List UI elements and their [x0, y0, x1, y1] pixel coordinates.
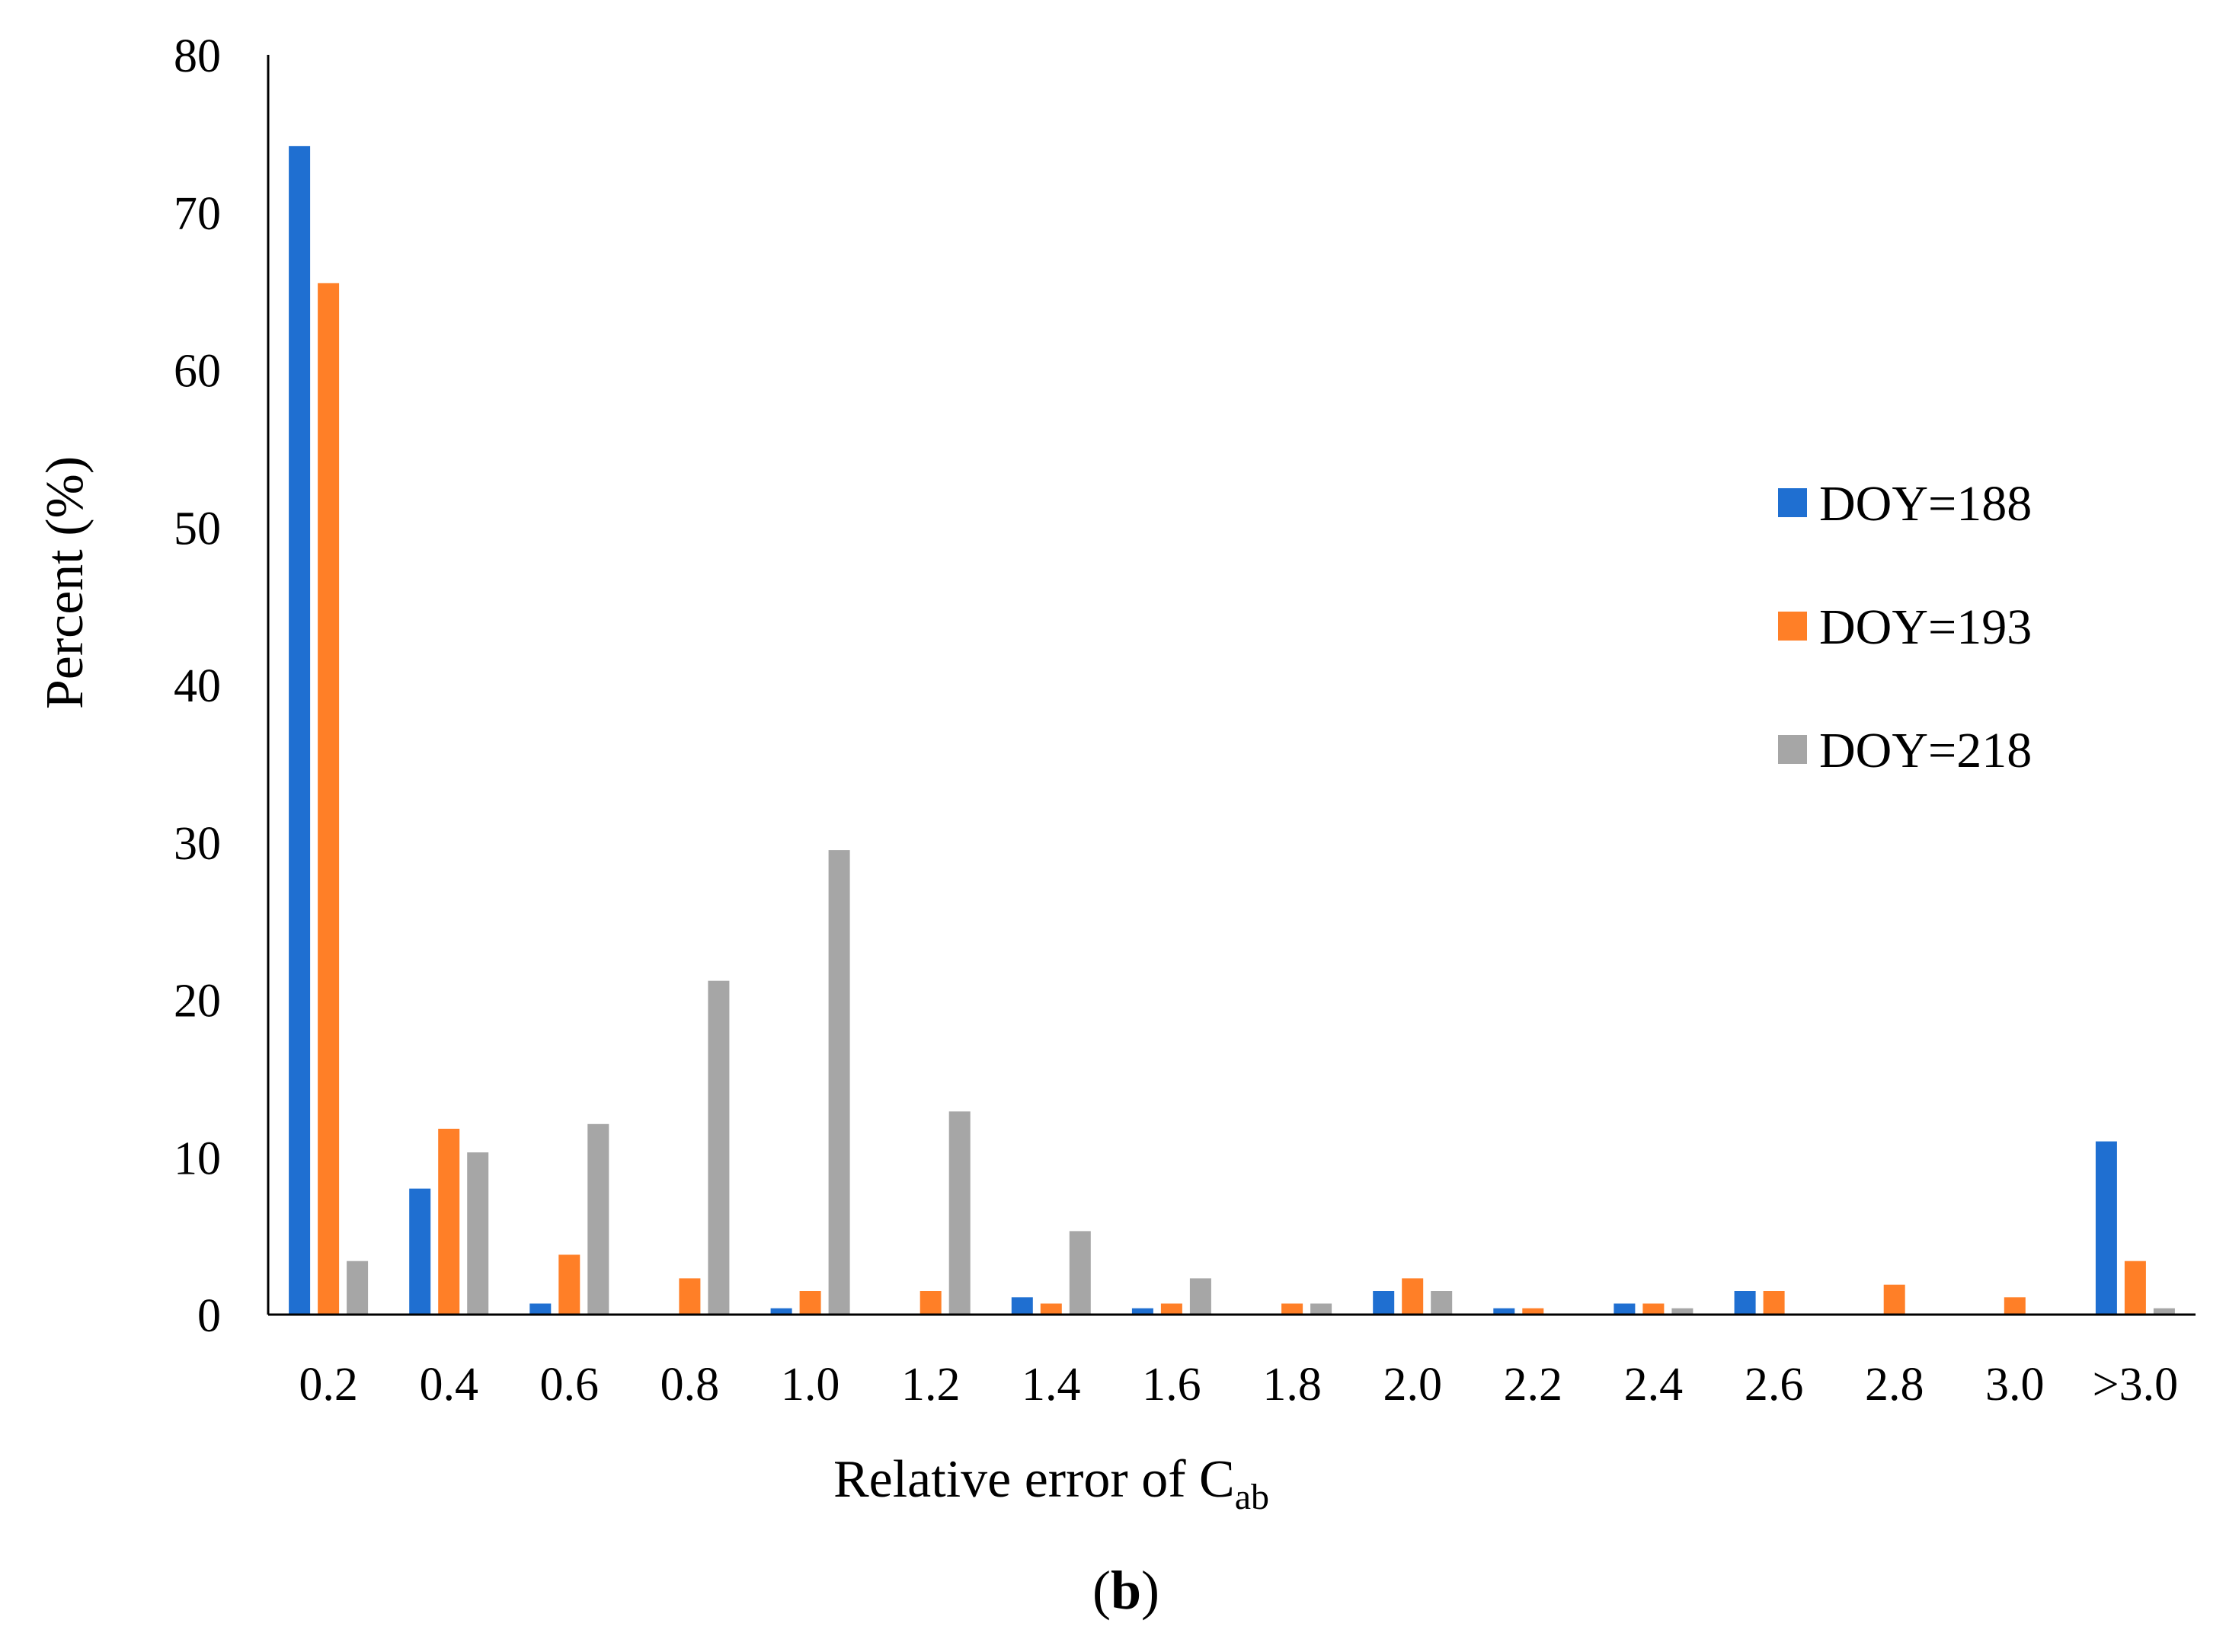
bar-doy188-2 [409, 1188, 431, 1315]
bar-doy193-7 [1040, 1303, 1062, 1315]
bar-doy188-12 [1614, 1303, 1636, 1315]
bar-doy218-10 [1431, 1291, 1453, 1315]
bar-doy193-4 [679, 1278, 701, 1315]
x-tick-label-4: 0.8 [660, 1359, 720, 1411]
bar-doy218-9 [1310, 1303, 1332, 1315]
bar-doy188-5 [770, 1308, 792, 1315]
bar-doy193-3 [558, 1254, 580, 1315]
bar-doy193-6 [920, 1291, 942, 1315]
bar-doy188-13 [1734, 1291, 1756, 1315]
y-tick-label-60: 60 [174, 346, 221, 398]
x-tick-label-8: 1.6 [1142, 1359, 1201, 1411]
bar-doy218-16 [2153, 1308, 2175, 1315]
x-tick-label-16: >3.0 [2093, 1359, 2178, 1411]
bar-doy218-12 [1671, 1308, 1693, 1315]
panel-label-letter: b [1111, 1560, 1141, 1621]
x-tick-label-6: 1.2 [901, 1359, 961, 1411]
bar-doy193-8 [1160, 1303, 1182, 1315]
bar-doy188-11 [1493, 1308, 1515, 1315]
x-tick-label-15: 3.0 [1985, 1359, 2045, 1411]
bar-doy218-6 [948, 1111, 971, 1315]
legend-label-doy193: DOY=193 [1819, 599, 2032, 655]
bar-doy193-14 [1883, 1284, 1905, 1315]
panel-label-close: ) [1141, 1560, 1159, 1621]
x-axis-title-main: Relative error of C [833, 1450, 1235, 1509]
legend: DOY=188 DOY=193 DOY=218 [1778, 476, 2032, 778]
bar-doy218-8 [1189, 1278, 1211, 1315]
y-tick-label-10: 10 [174, 1133, 221, 1184]
bar-doy188-8 [1131, 1308, 1153, 1315]
x-tick-label-2: 0.4 [419, 1359, 478, 1411]
bar-doy188-1 [289, 145, 311, 1315]
bar-doy193-15 [2004, 1297, 2026, 1315]
legend-label-doy218: DOY=218 [1819, 723, 2032, 778]
bar-doy193-9 [1281, 1303, 1303, 1315]
y-tick-label-40: 40 [174, 660, 221, 712]
y-tick-label-50: 50 [174, 503, 221, 554]
panel-label: (b) [1092, 1560, 1159, 1621]
y-tick-label-80: 80 [174, 30, 221, 82]
y-tick-label-0: 0 [197, 1290, 221, 1342]
x-axis-title: Relative error of Cab [833, 1450, 1269, 1517]
bar-doy218-2 [467, 1152, 489, 1315]
x-tick-label-14: 2.8 [1865, 1359, 1924, 1411]
bar-doy193-16 [2124, 1261, 2146, 1315]
bar-doy193-1 [318, 283, 340, 1315]
bar-doy218-1 [347, 1261, 369, 1315]
x-tick-label-1: 0.2 [299, 1359, 358, 1411]
bar-doy188-16 [2095, 1141, 2117, 1315]
bar-doy218-7 [1069, 1231, 1091, 1315]
x-axis-title-subscript: ab [1235, 1477, 1269, 1517]
legend-swatch-doy193 [1778, 612, 1807, 641]
bar-doy193-10 [1402, 1278, 1424, 1315]
x-tick-label-5: 1.0 [781, 1359, 840, 1411]
x-tick-label-9: 1.8 [1262, 1359, 1322, 1411]
y-axis-title: Percent (%) [36, 456, 94, 709]
bar-doy188-3 [529, 1303, 552, 1315]
bar-doy218-4 [708, 980, 730, 1315]
y-tick-label-30: 30 [174, 818, 221, 870]
y-tick-label-70: 70 [174, 188, 221, 240]
y-tick-label-20: 20 [174, 976, 221, 1027]
bar-doy193-12 [1642, 1303, 1665, 1315]
legend-swatch-doy218 [1778, 735, 1807, 764]
y-tick-labels: 0 10 20 30 40 50 60 70 80 [174, 30, 221, 1342]
x-tick-label-11: 2.2 [1504, 1359, 1563, 1411]
x-tick-label-10: 2.0 [1383, 1359, 1442, 1411]
bar-doy218-3 [587, 1123, 609, 1315]
x-tick-label-13: 2.6 [1745, 1359, 1804, 1411]
x-tick-label-7: 1.4 [1022, 1359, 1081, 1411]
panel-label-open: ( [1092, 1560, 1111, 1621]
bars-layer [289, 145, 2175, 1315]
x-tick-label-3: 0.6 [540, 1359, 600, 1411]
bar-doy193-13 [1763, 1291, 1785, 1315]
bar-doy218-5 [828, 850, 850, 1315]
legend-swatch-doy188 [1778, 488, 1807, 517]
bar-doy193-5 [799, 1291, 821, 1315]
x-tick-labels: 0.2 0.4 0.6 0.8 1.0 1.2 1.4 1.6 1.8 2.0 2.2 2.4 2.6 2… [299, 1359, 2178, 1411]
axes-layer [267, 55, 2196, 1316]
bar-doy188-7 [1011, 1297, 1033, 1315]
legend-label-doy188: DOY=188 [1819, 476, 2032, 532]
bar-doy193-11 [1522, 1308, 1544, 1315]
x-tick-label-12: 2.4 [1624, 1359, 1684, 1411]
bar-doy188-10 [1373, 1291, 1395, 1315]
bar-doy193-2 [438, 1129, 460, 1315]
